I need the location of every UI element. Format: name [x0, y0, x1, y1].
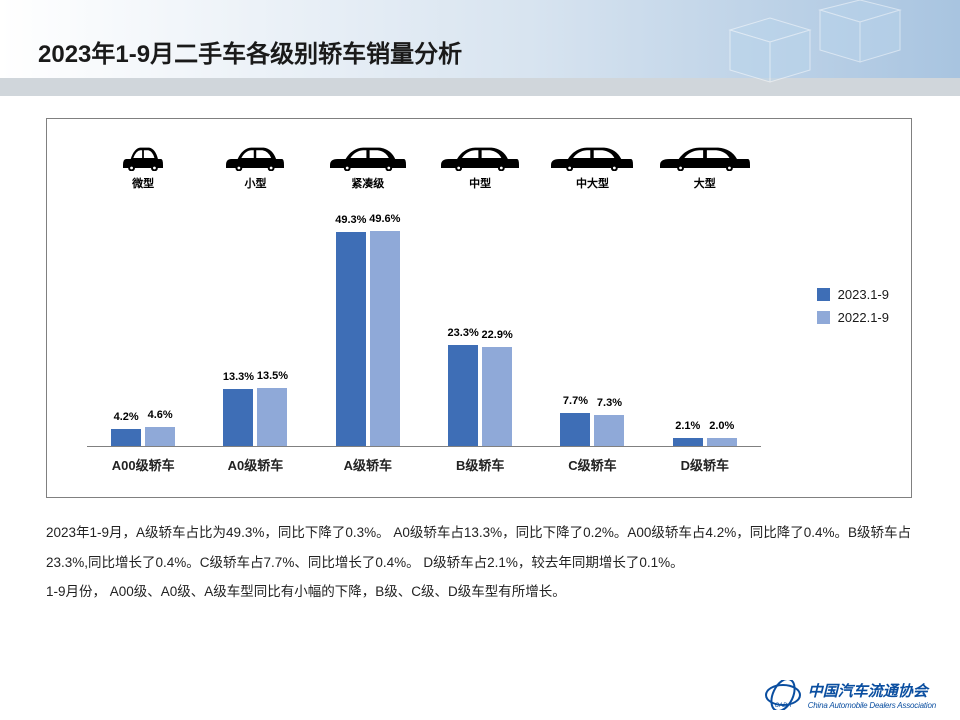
bar-value-label: 7.7% — [563, 395, 588, 407]
chart-bar: 4.6% — [145, 427, 175, 447]
bar-value-label: 7.3% — [597, 397, 622, 409]
bar-group: 23.3%22.9% — [424, 207, 536, 447]
cube-decoration-icon — [700, 0, 920, 90]
car-silhouette-icon — [328, 145, 408, 171]
chart-bar: 23.3% — [448, 345, 478, 447]
car-category-cell: 中大型 — [536, 145, 648, 191]
legend-item: 2023.1-9 — [817, 287, 889, 302]
car-icon-row: 微型 小型 — [87, 131, 761, 191]
car-category-cell: 中型 — [424, 145, 536, 191]
car-silhouette-icon — [658, 145, 752, 171]
bar-value-label: 23.3% — [448, 327, 479, 339]
chart-bar: 7.7% — [560, 413, 590, 447]
legend-item: 2022.1-9 — [817, 310, 889, 325]
page-title: 2023年1-9月二手车各级别轿车销量分析 — [38, 34, 462, 69]
car-size-label: 中型 — [424, 175, 536, 191]
bar-value-label: 2.1% — [675, 420, 700, 432]
bar-value-label: 13.5% — [257, 370, 288, 382]
car-category-cell: 大型 — [649, 145, 761, 191]
car-size-label: 微型 — [87, 175, 199, 191]
x-axis-label: A级轿车 — [312, 455, 424, 483]
bar-value-label: 4.2% — [114, 411, 139, 423]
legend-swatch-icon — [817, 311, 830, 324]
chart-bar: 13.5% — [257, 388, 287, 447]
cada-logo-icon: CADA — [764, 680, 802, 710]
bar-group: 4.2%4.6% — [87, 207, 199, 447]
footer-org-en: China Automobile Dealers Association — [808, 701, 936, 710]
car-silhouette-icon — [549, 145, 635, 171]
car-size-label: 中大型 — [536, 175, 648, 191]
bar-value-label: 2.0% — [709, 420, 734, 432]
logo-text: CADA — [774, 703, 791, 709]
car-size-label: 小型 — [199, 175, 311, 191]
car-silhouette-icon — [121, 145, 165, 171]
x-axis-label: D级轿车 — [649, 455, 761, 483]
bar-value-label: 13.3% — [223, 371, 254, 383]
bar-value-label: 49.3% — [335, 214, 366, 226]
legend-swatch-icon — [817, 288, 830, 301]
chart-baseline — [87, 446, 761, 447]
chart-bar: 22.9% — [482, 347, 512, 447]
chart-plot-area: 4.2%4.6%13.3%13.5%49.3%49.6%23.3%22.9%7.… — [87, 207, 761, 447]
analysis-paragraph: 2023年1-9月，A级轿车占比为49.3%，同比下降了0.3%。 A0级轿车占… — [46, 518, 912, 577]
bar-groups: 4.2%4.6%13.3%13.5%49.3%49.6%23.3%22.9%7.… — [87, 207, 761, 447]
bar-value-label: 22.9% — [482, 329, 513, 341]
car-category-cell: 小型 — [199, 145, 311, 191]
analysis-text: 2023年1-9月，A级轿车占比为49.3%，同比下降了0.3%。 A0级轿车占… — [46, 518, 912, 607]
car-size-label: 紧凑级 — [312, 175, 424, 191]
bar-group: 13.3%13.5% — [199, 207, 311, 447]
car-category-cell: 微型 — [87, 145, 199, 191]
bar-group: 49.3%49.6% — [312, 207, 424, 447]
car-silhouette-icon — [439, 145, 521, 171]
x-axis-label: C级轿车 — [536, 455, 648, 483]
bar-group: 7.7%7.3% — [536, 207, 648, 447]
chart-bar: 49.6% — [370, 231, 400, 447]
bar-value-label: 4.6% — [148, 409, 173, 421]
bar-group: 2.1% 2.0% — [649, 207, 761, 447]
chart-legend: 2023.1-9 2022.1-9 — [817, 287, 889, 333]
footer-logo: CADA 中国汽车流通协会 China Automobile Dealers A… — [764, 680, 936, 710]
chart-container: 微型 小型 — [46, 118, 912, 498]
chart-bar: 49.3% — [336, 232, 366, 447]
legend-label: 2023.1-9 — [838, 287, 889, 302]
x-axis-labels: A00级轿车A0级轿车A级轿车B级轿车C级轿车D级轿车 — [87, 455, 761, 483]
car-silhouette-icon — [224, 145, 286, 171]
car-category-cell: 紧凑级 — [312, 145, 424, 191]
chart-bar: 13.3% — [223, 389, 253, 447]
bar-value-label: 49.6% — [369, 213, 400, 225]
x-axis-label: A00级轿车 — [87, 455, 199, 483]
analysis-paragraph: 1-9月份， A00级、A0级、A级车型同比有小幅的下降，B级、C级、D级车型有… — [46, 577, 912, 607]
chart-bar: 7.3% — [594, 415, 624, 447]
footer-org-cn: 中国汽车流通协会 — [808, 680, 936, 701]
x-axis-label: B级轿车 — [424, 455, 536, 483]
x-axis-label: A0级轿车 — [199, 455, 311, 483]
legend-label: 2022.1-9 — [838, 310, 889, 325]
car-size-label: 大型 — [649, 175, 761, 191]
chart-bar: 4.2% — [111, 429, 141, 447]
